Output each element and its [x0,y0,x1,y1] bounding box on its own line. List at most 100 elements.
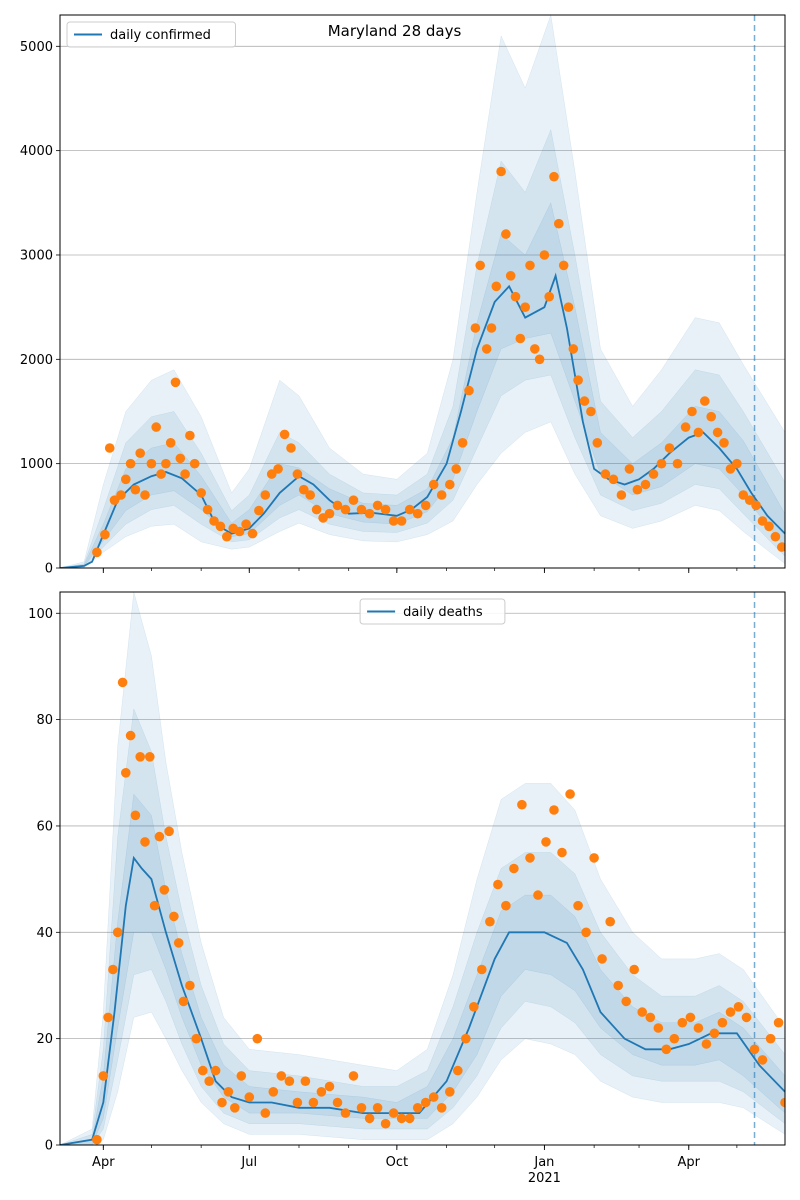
data-point [356,1103,367,1113]
data-point [693,1023,704,1033]
data-point [773,1017,784,1028]
data-point [135,752,145,762]
data-point [380,504,391,515]
data-point [493,879,503,890]
data-point [180,469,190,479]
data-point [725,464,736,474]
axes-frame [59,591,786,1146]
data-point [252,1033,263,1044]
data-point [549,171,559,182]
data-point [332,500,343,511]
data-point [525,260,535,271]
data-point [420,1097,431,1108]
data-point [461,1033,471,1044]
data-point [656,458,667,469]
y-tick-label: 60 [36,819,53,834]
data-point [517,799,527,810]
data-point [592,438,603,448]
data-point [733,1002,744,1012]
data-point [324,508,335,519]
data-point [308,1097,319,1108]
data-point [116,490,126,500]
confidence-band-2 [60,793,785,1145]
data-point [348,495,359,506]
y-tick-label: 0 [45,562,53,577]
data-point [130,484,141,495]
data-point [621,996,631,1007]
data-point [165,438,176,448]
data-point [605,916,615,927]
data-point [404,504,415,515]
y-tick-label: 3000 [20,248,53,263]
data-point [135,448,145,459]
data-point [640,479,651,490]
data-point [616,490,627,500]
data-point [608,474,619,485]
data-point [356,504,367,515]
data-point [568,344,579,354]
data-point [108,964,118,975]
data-point [780,1097,785,1108]
data-point [680,422,691,432]
x-tick-label: Apr [678,1155,701,1170]
data-point [364,1113,375,1124]
y-tick-label: 80 [36,713,53,728]
data-point [764,521,774,532]
data-point [396,516,407,526]
data-point [573,375,583,386]
data-point [701,1039,712,1049]
data-point [632,484,643,495]
data-point [178,996,189,1007]
legend: daily confirmed [66,21,236,48]
data-point [198,1065,208,1076]
data-point [372,1103,383,1113]
data-point [445,479,455,490]
confirmed-chart-panel: 0 1000 2000 3000 4000 5000 Maryland 28 days dai… [20,14,786,577]
x-tick-label: Jan [533,1155,554,1170]
data-point [629,964,639,975]
legend-label: daily confirmed [110,28,211,43]
data-point [196,488,206,498]
data-point [340,1108,351,1118]
data-point [210,1065,221,1076]
x-tick-label: Apr [92,1155,115,1170]
data-point [396,1113,407,1124]
x-tick-label: Jul [240,1155,257,1170]
data-point [436,490,447,500]
y-tick-label: 5000 [20,40,53,55]
data-point [525,853,535,863]
data-point [149,900,160,911]
confidence-band-0 [60,15,785,568]
data-point [565,789,575,799]
y-tick-label: 40 [36,926,53,941]
data-point [372,500,383,511]
data-point [573,900,583,911]
data-point [777,542,785,552]
data-point [388,516,399,526]
data-point [669,1033,680,1044]
data-point [92,1134,102,1145]
data-point [189,458,200,469]
y-tick-label: 20 [36,1032,53,1047]
data-point [549,805,559,815]
data-point [104,443,115,453]
data-point [223,1087,234,1097]
data-point [204,1076,214,1086]
data-point [217,1097,227,1108]
data-point [738,490,749,500]
data-point [539,250,550,260]
x-tick-label: Oct [386,1155,408,1170]
data-point [300,1076,311,1086]
data-point [505,271,516,281]
data-point [515,333,526,344]
legend: daily deaths [359,598,506,625]
data-point [648,469,659,479]
data-point [520,302,530,313]
y-tick-label: 0 [45,1139,53,1154]
data-point [151,422,161,432]
data-point [130,810,141,821]
data-point [530,344,540,354]
data-point [597,954,607,964]
legend-label: daily deaths [403,605,483,620]
